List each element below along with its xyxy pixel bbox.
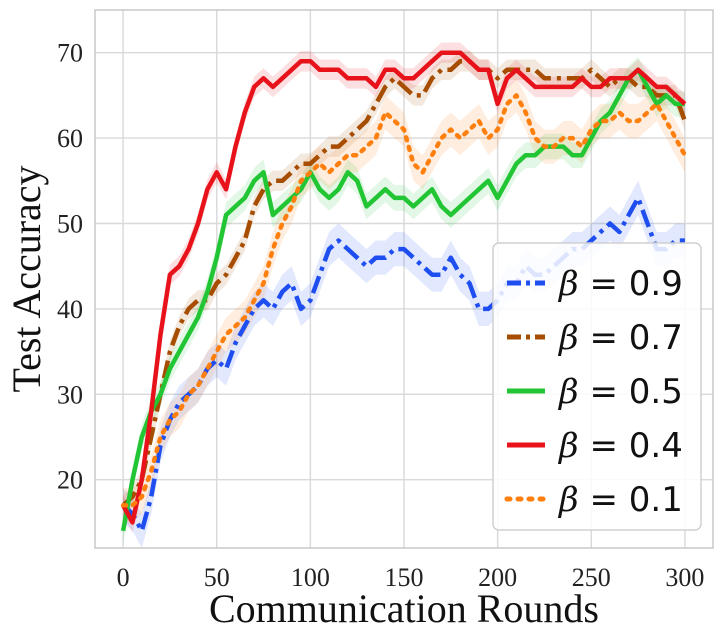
y-tick-label: 60	[57, 124, 83, 153]
x-tick-label: 150	[385, 563, 424, 592]
y-tick-labels: 20 30 40 50 60 70	[57, 39, 83, 495]
legend-box	[492, 242, 702, 531]
series-line-0	[121, 195, 685, 534]
legend-label-1: β = 0.7	[557, 318, 683, 358]
series-line-2	[120, 67, 685, 532]
x-axis-label: Communication Rounds	[209, 586, 599, 631]
series-line-4	[120, 93, 688, 508]
legend-label-4: β = 0.1	[557, 480, 683, 520]
x-tick-label: 100	[291, 563, 330, 592]
y-tick-label: 20	[57, 466, 83, 495]
y-tick-label: 70	[57, 39, 83, 68]
x-tick-labels: 0 50 100 150 200 250 300	[117, 563, 705, 592]
x-tick-label: 200	[478, 563, 517, 592]
legend-label-0: β = 0.9	[557, 264, 683, 304]
x-tick-label: 250	[572, 563, 611, 592]
x-tick-label: 50	[204, 563, 230, 592]
y-tick-label: 40	[57, 295, 83, 324]
y-tick-label: 30	[57, 380, 83, 409]
series-lines	[120, 50, 688, 534]
legend-label-2: β = 0.5	[557, 372, 683, 412]
y-axis-label: Test Accuracy	[4, 165, 49, 392]
legend: β = 0.9 β = 0.7 β = 0.5 β = 0.4 β = 0.1	[492, 242, 702, 531]
plot-frame	[94, 9, 714, 549]
series-line-3	[121, 50, 687, 525]
y-tick-label: 50	[57, 209, 83, 238]
x-tick-label: 300	[665, 563, 704, 592]
legend-label-3: β = 0.4	[557, 426, 683, 466]
series-line-1	[121, 58, 688, 507]
x-tick-label: 0	[117, 563, 130, 592]
